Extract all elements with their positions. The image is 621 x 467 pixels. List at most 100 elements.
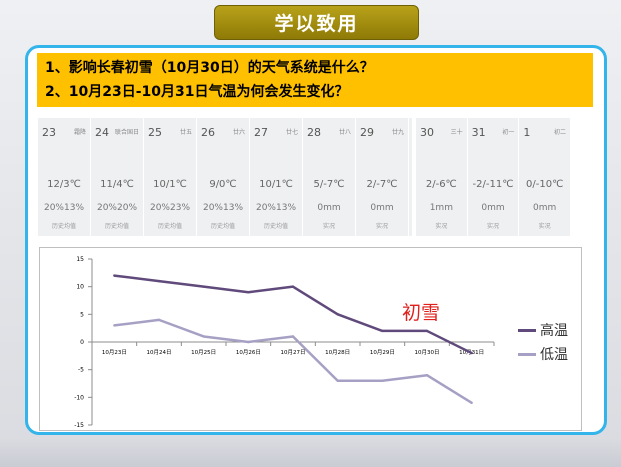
day-temperature: 2/-6℃: [425, 179, 457, 190]
day-note: 实况: [435, 223, 448, 230]
day-number: 31: [471, 126, 486, 139]
forecast-day: 30 三十 2/-6℃ 1mm 实况: [416, 118, 468, 236]
forecast-day: 24 联合国日 11/4℃ 20%20% 历史均值: [91, 118, 144, 236]
day-temperature: 9/0℃: [209, 179, 237, 190]
day-precipitation: 0mm: [481, 203, 505, 213]
day-temperature: 11/4℃: [100, 179, 134, 190]
series-line-low: [114, 318, 473, 404]
day-number: 24: [95, 126, 109, 139]
data-point-low: [291, 335, 295, 338]
legend-label-low: 低温: [540, 347, 568, 363]
day-precipitation: 20%13%: [202, 203, 243, 213]
day-precipitation: 20%23%: [149, 203, 190, 213]
data-point-high: [336, 313, 339, 316]
data-point-high: [291, 285, 295, 288]
legend-label-high: 高温: [540, 323, 568, 339]
data-point-high: [157, 279, 161, 283]
data-point-low: [470, 401, 473, 405]
day-temperature: 2/-7℃: [366, 179, 398, 190]
day-precipitation: 20%13%: [43, 203, 84, 213]
day-lunar: 三十: [450, 129, 463, 136]
forecast-strip-main: 23 霜降 12/3℃ 20%13% 历史均值 24 联合国日 11/4℃ 20…: [38, 118, 412, 236]
day-note: 实况: [375, 223, 388, 230]
data-point-low: [425, 374, 429, 377]
question-1: 1、影响长春初雪（10月30日）的天气系统是什么？: [45, 60, 374, 76]
section-banner: 学以致用: [214, 5, 419, 40]
y-tick-label: -15: [74, 422, 84, 429]
legend-item-high: 高温: [518, 318, 568, 342]
day-lunar: 廿七: [285, 129, 298, 136]
day-precipitation: 20%13%: [255, 203, 296, 213]
data-point-high: [202, 285, 205, 288]
day-number: 27: [254, 126, 268, 139]
data-point-high: [247, 291, 250, 294]
y-tick-label: 5: [80, 311, 84, 318]
data-point-high: [470, 351, 473, 355]
day-number: 28: [307, 126, 321, 139]
forecast-day: 27 廿七 10/1℃ 20%13% 历史均值: [250, 118, 303, 236]
question-2: 2、10月23日-10月31日气温为何会发生变化？: [45, 84, 349, 100]
y-tick-label: 0: [80, 339, 84, 346]
x-tick-label: 10月29日: [370, 349, 395, 356]
day-temperature: 0/-10℃: [526, 179, 564, 190]
day-note: 历史均值: [210, 223, 235, 230]
day-lunar: 廿八: [338, 129, 351, 136]
forecast-day: 31 初一 -2/-11℃ 0mm 实况: [468, 118, 520, 236]
day-lunar: 初一: [502, 129, 515, 136]
day-temperature: -2/-11℃: [472, 179, 514, 190]
data-point-low: [202, 335, 205, 338]
x-tick-label: 10月27日: [281, 349, 306, 356]
data-point-low: [113, 324, 116, 327]
x-tick-label: 10月24日: [147, 349, 172, 356]
day-note: 实况: [322, 223, 335, 230]
day-precipitation: 0mm: [370, 203, 394, 213]
x-tick-label: 10月26日: [236, 349, 261, 356]
day-lunar: 初二: [554, 129, 567, 136]
forecast-day: 1 初二 0/-10℃ 0mm 实况: [519, 118, 572, 236]
day-temperature: 10/1℃: [259, 179, 293, 190]
day-note: 历史均值: [51, 223, 76, 230]
day-lunar: 廿五: [179, 129, 192, 136]
day-lunar: 廿六: [232, 129, 245, 136]
chart-legend: 高温 低温: [518, 318, 568, 366]
day-note: 实况: [538, 223, 551, 230]
forecast-day: 26 廿六 9/0℃ 20%13% 历史均值: [197, 118, 250, 236]
day-number: 29: [360, 126, 374, 139]
data-point-high: [381, 329, 384, 333]
data-point-low: [336, 379, 339, 382]
legend-swatch-low: [518, 352, 536, 356]
forecast-strip-extra: 30 三十 2/-6℃ 1mm 实况 31 初一 -2/-11℃ 0mm 实况 …: [416, 118, 572, 236]
day-precipitation: 0mm: [317, 203, 341, 213]
y-tick-label: 15: [76, 256, 84, 263]
day-precipitation: 0mm: [533, 203, 557, 213]
day-lunar: 霜降: [73, 129, 86, 136]
banner-title: 学以致用: [274, 13, 359, 35]
day-number: 23: [42, 126, 56, 139]
day-number: 26: [201, 126, 215, 139]
chart-frame: [39, 247, 582, 431]
day-note: 实况: [487, 223, 500, 230]
data-point-low: [247, 340, 250, 344]
forecast-day: 23 霜降 12/3℃ 20%13% 历史均值: [38, 118, 91, 236]
data-point-high: [425, 329, 429, 333]
x-tick-label: 10月23日: [102, 349, 127, 356]
day-temperature: 10/1℃: [153, 179, 187, 190]
day-lunar: 廿九: [391, 129, 404, 136]
day-temperature: 12/3℃: [47, 179, 81, 190]
day-precipitation: 20%20%: [96, 203, 137, 213]
data-point-low: [381, 379, 384, 382]
day-temperature: 5/-7℃: [313, 179, 345, 190]
y-tick-label: 10: [76, 284, 84, 291]
y-tick-label: -10: [74, 394, 84, 401]
day-number: 30: [420, 126, 434, 139]
day-number: 1: [523, 126, 531, 139]
day-number: 25: [148, 126, 162, 139]
forecast-day: 28 廿八 5/-7℃ 0mm 实况: [303, 118, 356, 236]
question-box: 1、影响长春初雪（10月30日）的天气系统是什么？ 2、10月23日-10月31…: [37, 53, 593, 107]
x-tick-label: 10月25日: [191, 349, 216, 356]
day-lunar: 联合国日: [114, 129, 139, 136]
x-tick-label: 10月28日: [325, 349, 350, 356]
legend-item-low: 低温: [518, 342, 568, 366]
forecast-day: 29 廿九 2/-7℃ 0mm 实况: [356, 118, 409, 236]
day-precipitation: 1mm: [429, 203, 453, 213]
